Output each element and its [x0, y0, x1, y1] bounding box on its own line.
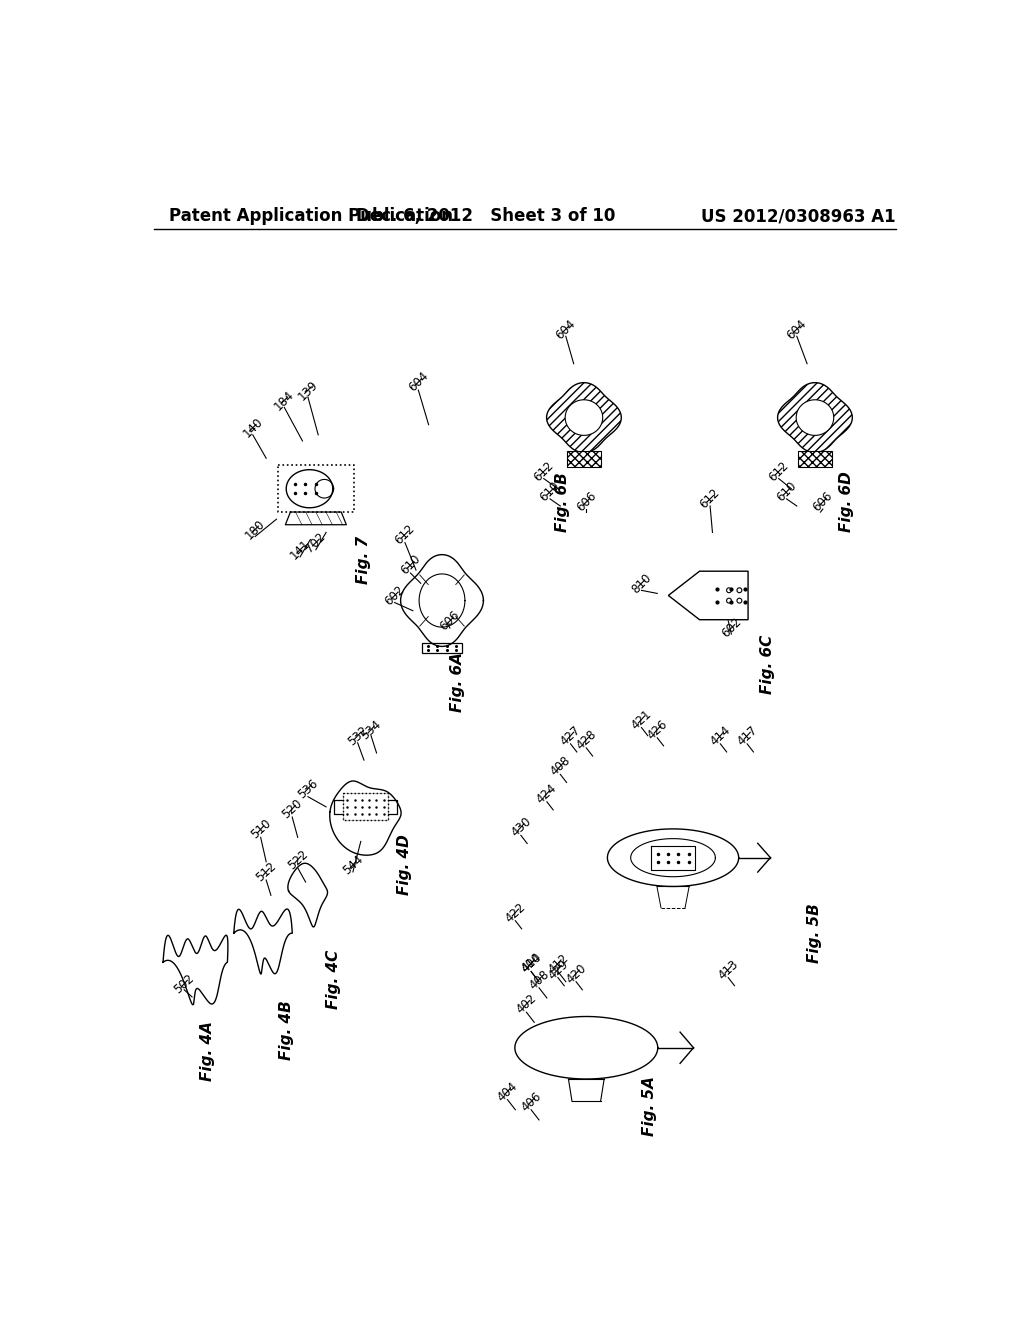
- Text: 612: 612: [697, 486, 723, 511]
- Text: Dec. 6, 2012   Sheet 3 of 10: Dec. 6, 2012 Sheet 3 of 10: [355, 207, 615, 226]
- Text: 406: 406: [518, 1089, 544, 1114]
- Text: 602: 602: [719, 615, 743, 640]
- Text: 404: 404: [518, 952, 544, 975]
- Polygon shape: [777, 383, 852, 453]
- Text: 414: 414: [708, 723, 733, 748]
- Polygon shape: [669, 572, 749, 619]
- Text: 402: 402: [514, 991, 539, 1016]
- Text: 532: 532: [345, 723, 371, 748]
- Text: 139: 139: [296, 378, 321, 403]
- Text: 604: 604: [784, 317, 809, 342]
- Text: 536: 536: [295, 776, 321, 801]
- Text: 426: 426: [644, 717, 670, 742]
- Text: 512: 512: [254, 859, 279, 884]
- Text: Fig. 5B: Fig. 5B: [808, 903, 822, 962]
- Text: 810: 810: [629, 570, 654, 595]
- Text: 184: 184: [271, 388, 297, 413]
- Text: Fig. 4A: Fig. 4A: [201, 1020, 215, 1081]
- Text: 428: 428: [573, 727, 599, 752]
- Text: 544: 544: [340, 853, 366, 876]
- Text: Fig. 6C: Fig. 6C: [760, 635, 775, 694]
- Text: 602: 602: [382, 583, 408, 609]
- Text: 534: 534: [358, 717, 384, 742]
- Text: Fig. 6D: Fig. 6D: [839, 471, 854, 532]
- Text: 141: 141: [288, 537, 312, 562]
- Text: Fig. 6A: Fig. 6A: [451, 652, 465, 711]
- Text: Fig. 6B: Fig. 6B: [555, 473, 570, 532]
- Polygon shape: [798, 450, 831, 467]
- Text: 408: 408: [548, 754, 572, 779]
- Text: 604: 604: [406, 370, 431, 395]
- Text: 510: 510: [248, 817, 273, 841]
- Polygon shape: [547, 383, 622, 453]
- Text: 522: 522: [285, 847, 310, 873]
- Text: 606: 606: [810, 490, 836, 515]
- Text: Fig. 7: Fig. 7: [355, 536, 371, 583]
- Text: 422: 422: [503, 900, 528, 925]
- Text: 610: 610: [398, 553, 423, 577]
- Text: 417: 417: [734, 723, 760, 748]
- Polygon shape: [797, 400, 834, 436]
- Text: 610: 610: [774, 479, 799, 504]
- Text: 520: 520: [280, 797, 305, 821]
- Text: Patent Application Publication: Patent Application Publication: [169, 207, 453, 226]
- Text: 408: 408: [526, 968, 552, 991]
- Text: US 2012/0308963 A1: US 2012/0308963 A1: [700, 207, 895, 226]
- Text: Fig. 4B: Fig. 4B: [280, 1001, 294, 1060]
- Text: 420: 420: [563, 961, 589, 986]
- Text: 424: 424: [535, 781, 559, 807]
- Text: 612: 612: [766, 459, 792, 484]
- Text: Fig. 5A: Fig. 5A: [642, 1076, 656, 1135]
- Text: 412: 412: [545, 950, 570, 975]
- Text: 413: 413: [716, 957, 741, 982]
- Text: 140: 140: [241, 416, 265, 441]
- Text: 502: 502: [172, 972, 197, 997]
- Text: 612: 612: [392, 521, 418, 546]
- Text: 404: 404: [495, 1080, 520, 1104]
- Polygon shape: [565, 400, 603, 436]
- Text: 604: 604: [553, 317, 579, 342]
- Text: 606: 606: [573, 490, 599, 515]
- Text: 612: 612: [531, 459, 556, 484]
- Polygon shape: [422, 643, 463, 653]
- Text: Fig. 4D: Fig. 4D: [397, 834, 413, 895]
- Text: 610: 610: [538, 479, 562, 504]
- Text: 427: 427: [558, 723, 584, 748]
- Text: 702: 702: [303, 531, 329, 556]
- Text: 410: 410: [518, 952, 544, 975]
- Text: 429: 429: [545, 957, 570, 982]
- Text: Fig. 4C: Fig. 4C: [327, 950, 341, 1010]
- Text: 606: 606: [437, 609, 463, 634]
- Text: 430: 430: [508, 814, 534, 840]
- Text: 180: 180: [243, 517, 267, 541]
- Polygon shape: [567, 450, 601, 467]
- Text: 421: 421: [629, 708, 654, 731]
